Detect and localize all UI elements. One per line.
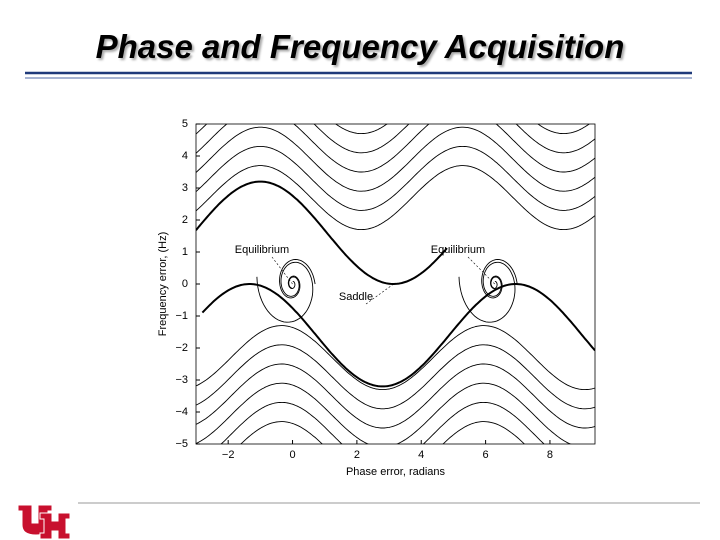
annotation-leader bbox=[271, 256, 293, 285]
trajectory bbox=[220, 401, 545, 444]
trajectory bbox=[196, 165, 595, 231]
trajectory bbox=[196, 145, 595, 211]
trajectory bbox=[240, 421, 526, 444]
y-tick-label: 3 bbox=[182, 182, 188, 194]
y-tick-label: −4 bbox=[175, 406, 188, 418]
y-tick-label: 0 bbox=[182, 278, 188, 290]
y-tick-label: 1 bbox=[182, 246, 188, 258]
trajectories bbox=[196, 124, 595, 444]
trajectory bbox=[196, 363, 595, 429]
spiral bbox=[279, 259, 316, 299]
y-tick-label: 2 bbox=[182, 214, 188, 226]
trajectory bbox=[201, 283, 595, 388]
trajectory bbox=[196, 344, 595, 410]
trajectory bbox=[196, 382, 572, 444]
x-tick-label: 8 bbox=[547, 449, 553, 461]
y-tick-label: 5 bbox=[182, 118, 188, 130]
x-tick-label: 4 bbox=[418, 449, 424, 461]
annotation: Equilibrium bbox=[235, 244, 289, 256]
trajectory bbox=[196, 126, 595, 192]
x-tick-label: 0 bbox=[289, 449, 295, 461]
annotation-leader bbox=[365, 283, 394, 305]
y-tick-label: −2 bbox=[175, 342, 188, 354]
y-tick-label: −3 bbox=[175, 374, 188, 386]
y-tick-label: 4 bbox=[182, 150, 188, 162]
annotation: Equilibrium bbox=[431, 244, 485, 256]
spiral bbox=[481, 259, 518, 299]
logo bbox=[17, 504, 71, 540]
x-tick-label: 6 bbox=[483, 449, 489, 461]
trajectory bbox=[196, 124, 595, 173]
slide-title: Phase and Frequency Acquisition bbox=[95, 28, 625, 65]
spiral bbox=[458, 261, 516, 323]
y-tick-label: −1 bbox=[175, 310, 188, 322]
annotation: Saddle bbox=[339, 291, 373, 303]
y-tick-label: −5 bbox=[175, 438, 188, 450]
x-tick-label: 2 bbox=[354, 449, 360, 461]
y-axis-label: Frequency error, (Hz) bbox=[157, 232, 169, 337]
x-tick-label: −2 bbox=[222, 449, 235, 461]
trajectory bbox=[196, 180, 448, 285]
x-axis-label: Phase error, radians bbox=[346, 466, 446, 478]
spiral bbox=[256, 261, 314, 323]
trajectory bbox=[196, 325, 595, 391]
trajectory bbox=[196, 124, 595, 154]
